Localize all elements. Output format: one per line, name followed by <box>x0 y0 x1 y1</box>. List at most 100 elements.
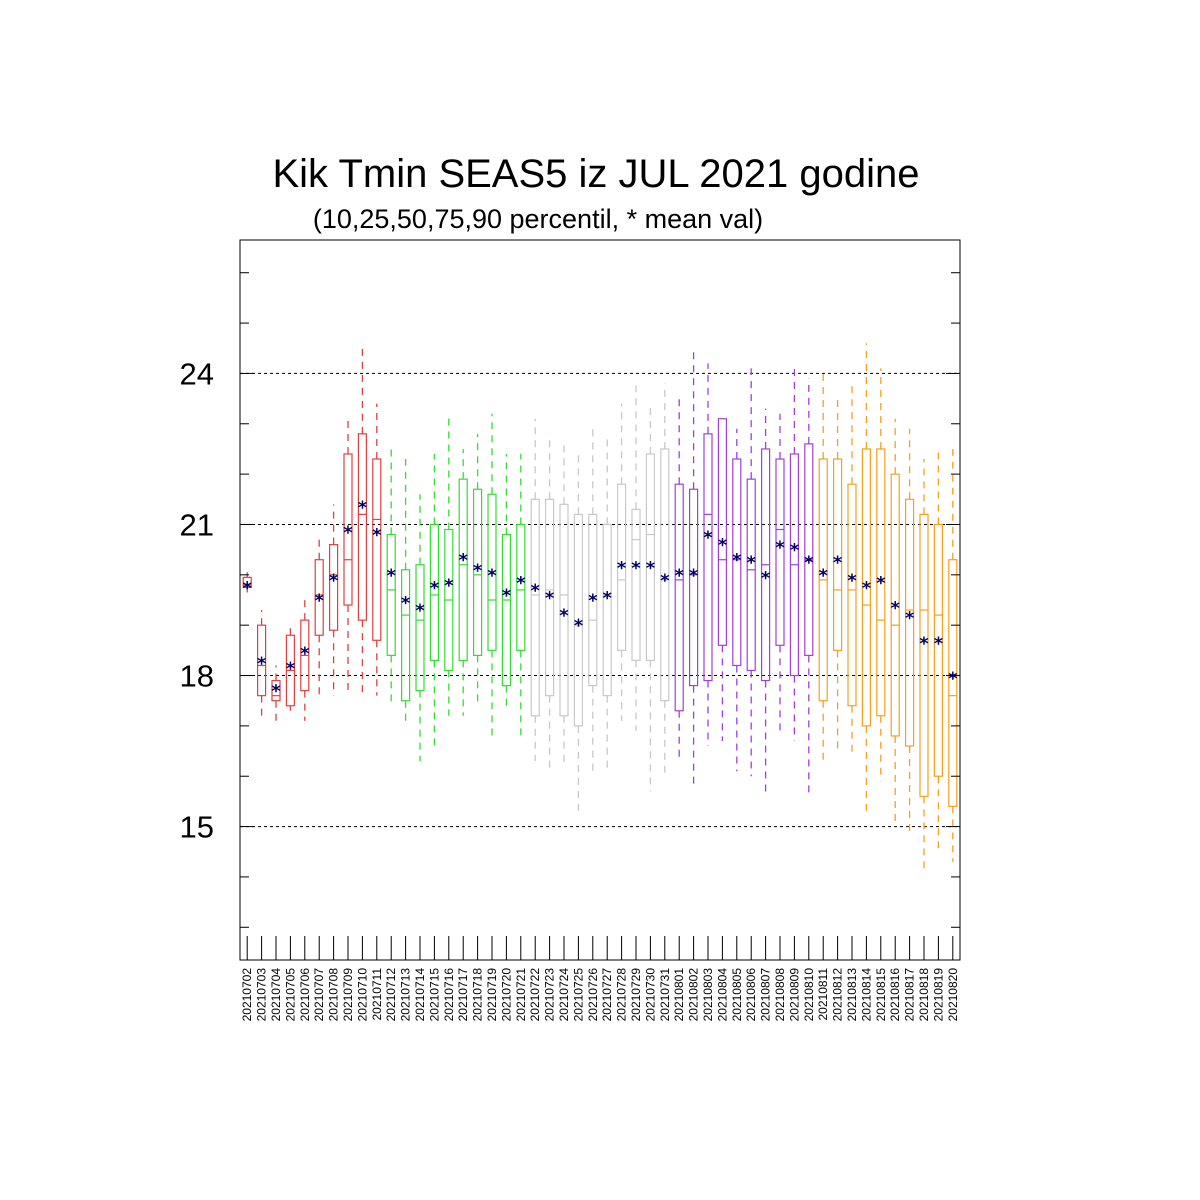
x-tick-label-20210704: 20210704 <box>269 968 283 1022</box>
grid-lines <box>240 372 960 828</box>
box-20210818 <box>919 513 929 797</box>
mean-marker-20210731: * <box>660 570 670 591</box>
mean-marker-20210706: * <box>300 643 310 664</box>
x-tick-label-20210817: 20210817 <box>903 968 917 1022</box>
x-tick-label-20210728: 20210728 <box>615 968 629 1022</box>
mean-marker-20210810: * <box>804 553 814 574</box>
box-20210718 <box>473 488 483 656</box>
x-tick-label-20210719: 20210719 <box>485 968 499 1022</box>
whiskers <box>246 343 954 872</box>
box-20210711 <box>372 458 382 641</box>
box-20210801 <box>674 483 684 712</box>
mean-marker-20210705: * <box>286 658 296 679</box>
x-tick-label-20210819: 20210819 <box>931 968 945 1022</box>
x-tick-label-20210706: 20210706 <box>298 968 312 1022</box>
box-20210805 <box>732 458 742 667</box>
mean-marker-20210709: * <box>343 523 353 544</box>
x-tick-label-20210810: 20210810 <box>802 968 816 1022</box>
mean-marker-20210818: * <box>919 633 929 654</box>
x-tick-label-20210818: 20210818 <box>917 968 931 1022</box>
x-tick-label-20210708: 20210708 <box>327 968 341 1022</box>
box-20210723 <box>544 498 555 697</box>
x-tick-label-20210816: 20210816 <box>888 968 902 1022</box>
mean-marker-20210718: * <box>473 560 483 581</box>
x-tick-label-20210813: 20210813 <box>845 968 859 1022</box>
box-20210709 <box>343 453 353 606</box>
mean-marker-20210710: * <box>358 497 368 518</box>
chart-title: Kik Tmin SEAS5 iz JUL 2021 godine <box>272 152 919 196</box>
box-20210720 <box>501 533 511 687</box>
mean-marker-20210714: * <box>415 601 425 622</box>
x-tick-label-20210714: 20210714 <box>413 968 427 1022</box>
x-tick-label-20210723: 20210723 <box>543 968 557 1022</box>
mean-marker-20210724: * <box>559 606 569 627</box>
box-20210803 <box>703 433 713 682</box>
box-20210816 <box>890 473 900 737</box>
x-tick-label-20210707: 20210707 <box>312 968 326 1022</box>
box-20210727 <box>602 523 612 697</box>
box-20210726 <box>588 513 598 687</box>
x-tick-label-20210721: 20210721 <box>514 968 528 1022</box>
x-tick-label-20210722: 20210722 <box>528 968 542 1022</box>
box-20210815 <box>876 448 886 717</box>
mean-marker-20210730: * <box>646 558 656 579</box>
mean-marker-20210725: * <box>574 616 584 637</box>
chart-subtitle: (10,25,50,75,90 percentil, * mean val) <box>313 204 763 234</box>
x-tick-label-20210712: 20210712 <box>384 968 398 1022</box>
mean-markers: ************ ** ** * *** * ** ** ** * ** * ** ** *** **… <box>242 497 958 702</box>
box-20210812 <box>832 458 843 651</box>
plot-frame <box>239 239 961 961</box>
mean-marker-20210708: * <box>329 570 339 591</box>
x-tick-label-20210713: 20210713 <box>399 968 413 1022</box>
mean-marker-20210704: * <box>271 681 281 702</box>
x-tick-label-20210710: 20210710 <box>355 968 369 1022</box>
x-tick-label-20210804: 20210804 <box>715 968 729 1022</box>
box-20210730 <box>645 453 656 662</box>
mean-marker-20210817: * <box>905 608 915 629</box>
mean-marker-20210717: * <box>458 550 468 571</box>
box-20210715 <box>429 523 439 662</box>
mean-marker-20210722: * <box>530 580 540 601</box>
mean-marker-20210727: * <box>602 588 612 609</box>
x-tick-label-20210806: 20210806 <box>744 968 758 1022</box>
x-tick-label-20210811: 20210811 <box>816 968 830 1021</box>
x-tick-label-20210715: 20210715 <box>427 968 441 1022</box>
mean-marker-20210807: * <box>761 568 771 589</box>
mean-marker-20210808: * <box>775 538 785 559</box>
mean-marker-20210729: * <box>631 558 641 579</box>
mean-marker-20210815: * <box>876 573 886 594</box>
x-tick-label-20210717: 20210717 <box>456 968 470 1022</box>
mean-marker-20210720: * <box>502 585 512 606</box>
y-axis: 15 18 21 24 <box>180 272 960 928</box>
x-tick-label-20210803: 20210803 <box>701 968 715 1022</box>
box-20210725 <box>573 513 584 727</box>
mean-marker-20210812: * <box>833 553 843 574</box>
mean-marker-20210819: * <box>934 633 944 654</box>
x-tick-label-20210820: 20210820 <box>946 968 960 1022</box>
mean-marker-20210805: * <box>732 550 742 571</box>
x-tick-label-20210724: 20210724 <box>557 968 571 1022</box>
mean-marker-20210726: * <box>588 590 598 611</box>
x-tick-label-20210705: 20210705 <box>283 968 297 1022</box>
x-tick-label-20210814: 20210814 <box>859 968 873 1022</box>
box-20210703 <box>257 624 267 697</box>
mean-marker-20210811: * <box>818 565 828 586</box>
mean-marker-20210723: * <box>545 588 555 609</box>
box-20210729 <box>631 508 641 662</box>
x-tick-label-20210805: 20210805 <box>730 968 744 1022</box>
x-tick-label-20210808: 20210808 <box>773 968 787 1022</box>
x-tick-label-20210815: 20210815 <box>874 968 888 1022</box>
box-20210814 <box>861 448 872 727</box>
x-tick-label-20210711: 20210711 <box>370 968 384 1021</box>
mean-marker-20210711: * <box>372 525 382 546</box>
x-tick-label-20210709: 20210709 <box>341 968 355 1022</box>
box-20210708 <box>329 544 339 631</box>
x-tick-label-20210730: 20210730 <box>643 968 657 1022</box>
x-tick-label-20210801: 20210801 <box>672 968 686 1022</box>
x-tick-label-20210802: 20210802 <box>687 968 701 1022</box>
box-20210707 <box>314 559 324 636</box>
mean-marker-20210715: * <box>430 578 440 599</box>
mean-marker-20210816: * <box>890 598 900 619</box>
mean-marker-20210702: * <box>242 578 252 599</box>
